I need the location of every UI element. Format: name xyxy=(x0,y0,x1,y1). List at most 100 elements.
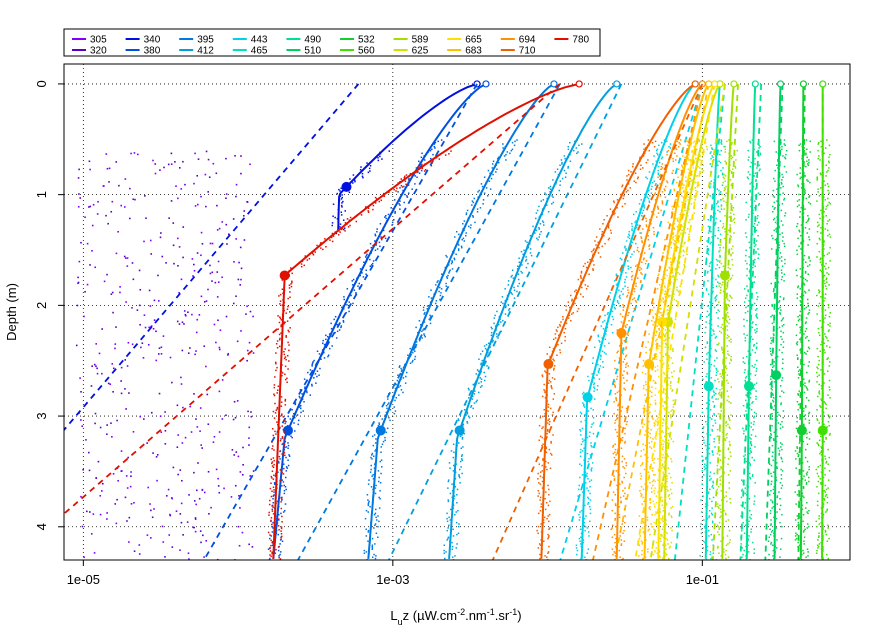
data-point-532 xyxy=(807,180,809,182)
data-point-465 xyxy=(715,285,718,287)
data-point-395 xyxy=(371,452,374,455)
data-point-380 xyxy=(433,143,436,145)
data-point-589 xyxy=(716,478,719,480)
data-point-465 xyxy=(702,436,705,439)
data-point-665 xyxy=(654,423,656,426)
data-point-560 xyxy=(829,397,831,399)
data-point-625 xyxy=(687,228,689,230)
data-point-395 xyxy=(462,222,464,225)
data-point-683 xyxy=(664,238,666,241)
data-point-625 xyxy=(667,543,669,545)
data-point-665 xyxy=(667,305,669,307)
data-point-380 xyxy=(418,160,420,163)
data-point-694 xyxy=(614,494,617,496)
data-point-560 xyxy=(826,139,828,141)
data-point-532 xyxy=(796,533,798,536)
data-point-380 xyxy=(342,321,345,323)
data-point-465 xyxy=(706,272,709,274)
data-point-510 xyxy=(780,272,783,274)
data-point-625 xyxy=(661,463,664,465)
data-point-560 xyxy=(818,422,821,424)
noise-point-320 xyxy=(232,418,235,421)
data-point-694 xyxy=(659,183,661,185)
data-point-532 xyxy=(798,245,800,248)
data-point-683 xyxy=(650,491,653,493)
data-point-683 xyxy=(640,475,643,477)
data-point-665 xyxy=(658,391,660,394)
data-point-443 xyxy=(620,258,623,261)
data-point-443 xyxy=(577,488,580,491)
data-point-380 xyxy=(372,260,375,262)
data-point-694 xyxy=(636,249,639,252)
data-point-694 xyxy=(634,300,637,302)
data-point-560 xyxy=(816,179,818,181)
data-point-560 xyxy=(826,171,828,173)
noise-point-305 xyxy=(221,221,224,223)
data-point-625 xyxy=(683,264,685,266)
data-point-589 xyxy=(730,236,732,238)
data-point-625 xyxy=(662,484,664,487)
noise-point-305 xyxy=(136,153,139,156)
data-point-510 xyxy=(778,225,780,228)
data-point-395 xyxy=(418,319,421,322)
noise-point-320 xyxy=(75,344,78,347)
data-point-589 xyxy=(731,258,733,261)
data-point-589 xyxy=(726,337,729,339)
data-point-412 xyxy=(544,192,546,194)
data-point-380 xyxy=(299,407,302,410)
data-point-683 xyxy=(674,217,677,220)
noise-point-320 xyxy=(176,446,179,449)
data-point-589 xyxy=(724,366,727,368)
data-point-532 xyxy=(805,153,807,156)
data-point-380 xyxy=(281,443,283,446)
data-point-412 xyxy=(458,523,460,525)
data-point-510 xyxy=(780,343,782,346)
data-point-443 xyxy=(643,204,645,206)
data-point-380 xyxy=(299,397,301,399)
data-point-589 xyxy=(727,298,729,301)
data-point-683 xyxy=(675,201,678,204)
data-point-465 xyxy=(714,297,716,299)
data-point-490 xyxy=(752,338,754,341)
data-point-380 xyxy=(369,258,371,261)
data-point-380 xyxy=(418,172,421,174)
noise-point-305 xyxy=(175,185,177,187)
noise-point-320 xyxy=(170,152,173,155)
data-point-589 xyxy=(728,300,731,302)
data-point-560 xyxy=(824,467,826,469)
data-point-380 xyxy=(379,245,381,248)
data-point-532 xyxy=(796,401,799,403)
data-point-683 xyxy=(673,188,676,190)
data-point-694 xyxy=(615,399,618,402)
data-point-395 xyxy=(489,172,491,174)
data-point-510 xyxy=(769,383,771,386)
data-point-683 xyxy=(677,185,680,188)
data-point-694 xyxy=(636,264,638,266)
data-point-625 xyxy=(673,403,675,406)
data-point-665 xyxy=(666,386,668,388)
data-point-490 xyxy=(753,552,755,554)
fit-line-412 xyxy=(388,83,623,560)
data-point-412 xyxy=(457,532,460,535)
data-point-465 xyxy=(719,246,721,249)
noise-point-305 xyxy=(132,430,135,433)
data-point-560 xyxy=(828,434,831,436)
data-point-490 xyxy=(750,531,752,533)
data-point-412 xyxy=(518,282,521,285)
data-point-560 xyxy=(827,414,829,416)
data-point-625 xyxy=(665,343,667,346)
data-point-490 xyxy=(748,241,751,244)
depth-marker-560 xyxy=(817,425,828,436)
series-line-490 xyxy=(745,83,757,559)
data-point-532 xyxy=(799,300,802,302)
data-point-510 xyxy=(778,454,780,456)
data-point-560 xyxy=(818,543,821,545)
data-point-490 xyxy=(746,262,748,265)
data-point-560 xyxy=(816,177,819,180)
data-point-560 xyxy=(825,462,827,464)
noise-point-305 xyxy=(95,343,98,345)
data-point-510 xyxy=(780,187,782,189)
data-point-510 xyxy=(781,276,784,278)
data-point-560 xyxy=(827,197,829,200)
data-point-625 xyxy=(673,370,675,372)
